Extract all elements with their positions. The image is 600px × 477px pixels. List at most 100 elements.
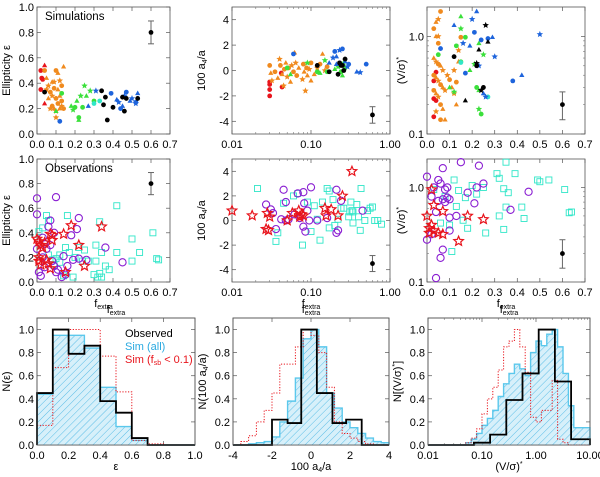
data-point bbox=[341, 68, 347, 73]
data-point bbox=[326, 60, 332, 65]
panel-title: fextra bbox=[107, 304, 126, 317]
data-point bbox=[57, 105, 63, 111]
data-point bbox=[314, 69, 320, 75]
data-point bbox=[153, 255, 161, 263]
data-point bbox=[291, 51, 296, 57]
data-point bbox=[444, 71, 451, 78]
y-tick-label: 1.0 bbox=[19, 2, 34, 14]
data-point bbox=[463, 188, 472, 197]
data-point bbox=[55, 70, 61, 75]
data-point bbox=[32, 194, 42, 203]
data-point bbox=[462, 70, 468, 76]
y-tick-label: -4 bbox=[219, 116, 229, 128]
data-point bbox=[422, 172, 432, 181]
x-tick-label: 0.2 bbox=[67, 139, 82, 151]
x-tick-label: 0.0 bbox=[419, 139, 434, 151]
data-point bbox=[115, 98, 122, 105]
data-point bbox=[283, 73, 291, 80]
data-point bbox=[51, 85, 57, 91]
data-point bbox=[349, 219, 357, 227]
y-tick-label: 0.0 bbox=[19, 277, 34, 289]
plot-frame bbox=[426, 6, 586, 135]
data-point bbox=[332, 66, 338, 72]
data-point bbox=[534, 176, 542, 184]
data-point bbox=[349, 208, 357, 216]
plot-frame bbox=[36, 317, 196, 446]
data-point bbox=[482, 21, 489, 29]
data-point bbox=[98, 273, 106, 281]
data-point bbox=[339, 72, 346, 78]
data-point bbox=[462, 34, 468, 40]
data-point bbox=[72, 104, 78, 110]
y-tick-label: 0.8 bbox=[19, 348, 34, 360]
x-tick-label: 2 bbox=[347, 450, 353, 462]
error-bar-point bbox=[560, 102, 565, 108]
x-tick-label: 0.1 bbox=[48, 287, 63, 299]
data-point bbox=[101, 243, 110, 252]
data-point bbox=[340, 204, 348, 212]
data-point bbox=[455, 186, 463, 194]
data-point bbox=[42, 100, 48, 106]
data-point bbox=[324, 64, 330, 70]
data-point bbox=[81, 246, 88, 254]
plot-frame bbox=[36, 158, 171, 283]
data-point bbox=[363, 61, 369, 67]
data-point bbox=[450, 176, 458, 184]
data-point bbox=[565, 209, 573, 217]
data-point bbox=[479, 179, 488, 188]
data-point bbox=[345, 164, 359, 177]
y-tick-label: 0.2 bbox=[410, 417, 425, 429]
data-point bbox=[57, 93, 63, 98]
data-point bbox=[52, 114, 60, 121]
data-point bbox=[481, 85, 486, 90]
x-tick-label: 0.10 bbox=[300, 139, 321, 151]
x-tick-label: 0.4 bbox=[105, 139, 120, 151]
series-black bbox=[42, 88, 141, 123]
y-tick-label: 0.0 bbox=[19, 129, 34, 141]
data-point bbox=[45, 228, 59, 241]
x-tick-label: 0.3 bbox=[86, 139, 101, 151]
data-point bbox=[90, 271, 98, 279]
error-bar-point bbox=[148, 181, 154, 187]
data-point bbox=[272, 237, 280, 245]
panel-hist-eps: 0.0 0.2 0.4 0.6 0.8 1.0 0.0 0.2 0.4 0.6 0.8 1.0 fext… bbox=[1, 304, 203, 473]
data-point bbox=[321, 56, 329, 64]
error-bar-point bbox=[370, 261, 375, 266]
data-point bbox=[502, 203, 510, 211]
data-point bbox=[51, 192, 61, 202]
series-black bbox=[314, 56, 348, 77]
data-point bbox=[304, 72, 310, 78]
data-point bbox=[302, 87, 309, 94]
data-point bbox=[348, 207, 356, 215]
data-point bbox=[63, 261, 72, 271]
data-point bbox=[506, 205, 515, 214]
series-red-tri bbox=[42, 62, 48, 106]
data-point bbox=[453, 101, 459, 107]
data-point bbox=[43, 212, 50, 220]
histogram-sim-all bbox=[233, 328, 390, 446]
data-point bbox=[122, 108, 127, 114]
y-tick-label: 0.6 bbox=[19, 371, 34, 383]
x-tick-label: 0.01 bbox=[221, 287, 242, 299]
histogram-observed bbox=[428, 328, 591, 446]
series-red bbox=[431, 69, 439, 120]
data-point bbox=[431, 114, 437, 120]
data-point bbox=[39, 224, 47, 232]
data-point bbox=[440, 185, 450, 194]
data-point bbox=[536, 178, 544, 186]
y-tick-label: 0.2 bbox=[19, 252, 34, 264]
data-point bbox=[319, 209, 333, 221]
data-point bbox=[335, 71, 341, 77]
data-point bbox=[104, 117, 110, 123]
data-point bbox=[319, 51, 326, 56]
series-purple-circles bbox=[422, 158, 533, 283]
data-point bbox=[364, 207, 372, 215]
x-tick-label: 0.4 bbox=[93, 450, 108, 462]
x-tick-label: 0.7 bbox=[577, 139, 592, 151]
data-point bbox=[446, 84, 453, 90]
y-axis-label: N[(V/σ)*] bbox=[392, 361, 404, 402]
y-tick-label: 0.4 bbox=[410, 394, 425, 406]
y-axis-label: (V/σ)* bbox=[396, 57, 408, 85]
panel-obs-eps: 0.0 0.1 0.2 0.3 0.4 0.5 0.6 0.7 0.0 0.2 0.4 0.6 0.8 1… bbox=[1, 154, 178, 311]
y-tick-label: 4 bbox=[223, 166, 229, 178]
